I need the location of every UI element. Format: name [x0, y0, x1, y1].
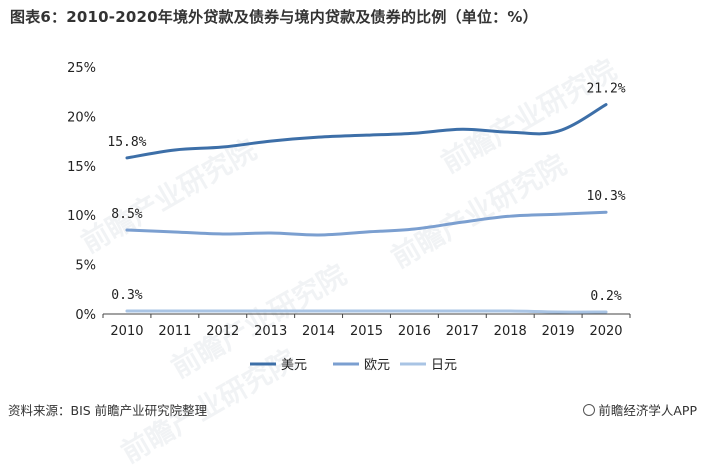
brand-text: 前瞻经济学人APP: [598, 403, 697, 418]
source-note: 资料来源：BIS 前瞻产业研究院整理: [8, 403, 208, 418]
legend-label: 欧元: [364, 358, 390, 373]
x-tick-label: 2019: [542, 324, 575, 339]
x-tick-label: 2014: [302, 324, 335, 339]
x-tick-label: 2010: [110, 324, 143, 339]
x-tick-label: 2020: [589, 324, 622, 339]
legend-label: 美元: [281, 358, 307, 373]
data-label: 21.2%: [586, 82, 625, 97]
x-tick-label: 2013: [254, 324, 287, 339]
x-tick-label: 2012: [206, 324, 239, 339]
y-tick-label: 10%: [67, 209, 96, 224]
series-line-1: [125, 103, 608, 160]
legend-label: 日元: [431, 358, 457, 373]
data-label: 0.2%: [590, 289, 621, 304]
y-tick-label: 5%: [75, 259, 96, 274]
data-label: 15.8%: [107, 135, 146, 150]
line-chart: 2010 2011 2012 2013 2014 2015 2016 2017 2018 2019…: [67, 61, 631, 373]
x-tick-label: 2017: [446, 324, 479, 339]
brand-logo-icon: [583, 404, 596, 416]
y-tick-label: 25%: [67, 61, 96, 76]
series-line-3: [125, 309, 608, 314]
brand-note: 前瞻经济学人APP: [583, 400, 697, 419]
data-label: 8.5%: [111, 207, 142, 222]
y-tick-label: 20%: [67, 110, 96, 125]
x-tick-label: 2016: [398, 324, 431, 339]
y-tick-label: 0%: [75, 308, 96, 323]
y-tick-label: 15%: [67, 160, 96, 175]
series-line-2: [125, 210, 608, 237]
data-label: 10.3%: [586, 189, 625, 204]
chart-title: 图表6：2010-2020年境外贷款及债券与境内贷款及债券的比例（单位：%）: [10, 8, 538, 26]
x-tick-label: 2018: [494, 324, 527, 339]
data-label: 0.3%: [111, 288, 142, 303]
x-tick-label: 2011: [158, 324, 191, 339]
x-tick-label: 2015: [350, 324, 383, 339]
